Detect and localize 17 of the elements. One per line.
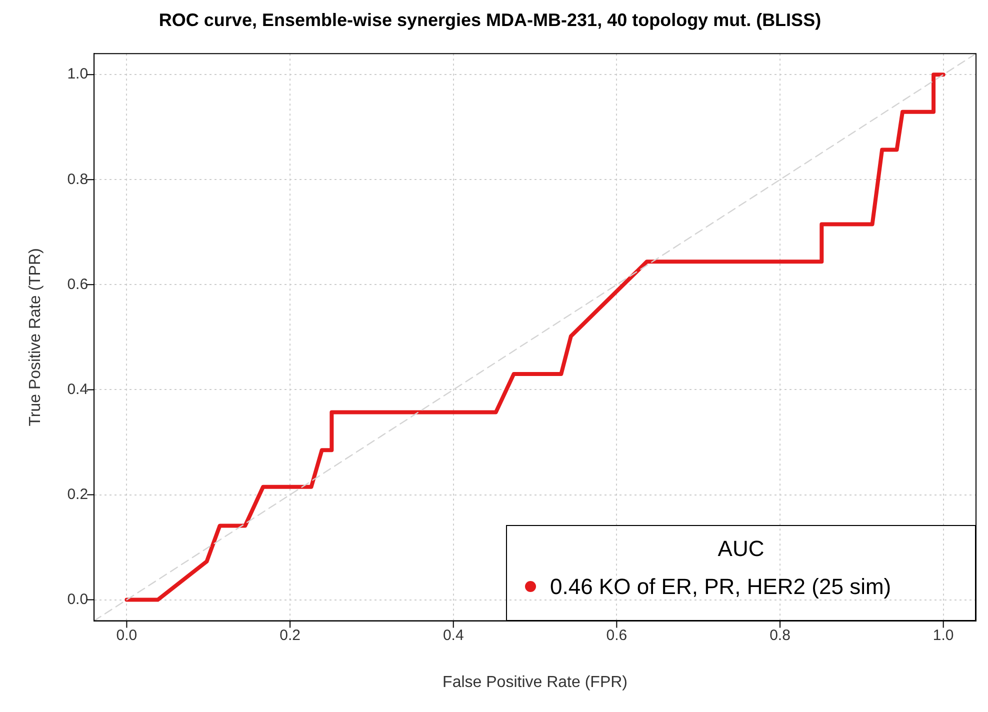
- y-tick-label: 0.0: [67, 590, 88, 608]
- y-tick-label: 1.0: [67, 66, 88, 83]
- y-tick-label: 0.6: [67, 276, 88, 293]
- x-axis-title: False Positive Rate (FPR): [442, 674, 628, 691]
- y-tick-label: 0.4: [67, 380, 88, 398]
- legend-title: AUC: [716, 536, 766, 562]
- x-tick-label: 0.0: [116, 626, 138, 644]
- x-tick-label: 1.0: [932, 626, 954, 644]
- legend-label: 0.46 KO of ER, PR, HER2 (25 sim): [550, 574, 892, 600]
- x-tick-label: 0.4: [442, 626, 464, 644]
- y-tick-label: 0.2: [67, 486, 88, 503]
- x-tick-label: 0.2: [280, 626, 300, 644]
- x-tick-label: 0.8: [770, 626, 790, 644]
- x-tick-label: 0.6: [606, 626, 628, 644]
- y-tick-label: 0.8: [67, 170, 88, 188]
- chart-title: ROC curve, Ensemble-wise synergies MDA-MB-231, 40 topology mut. (BLISS): [158, 10, 822, 30]
- y-axis-title: True Positive Rate (TPR): [27, 248, 44, 426]
